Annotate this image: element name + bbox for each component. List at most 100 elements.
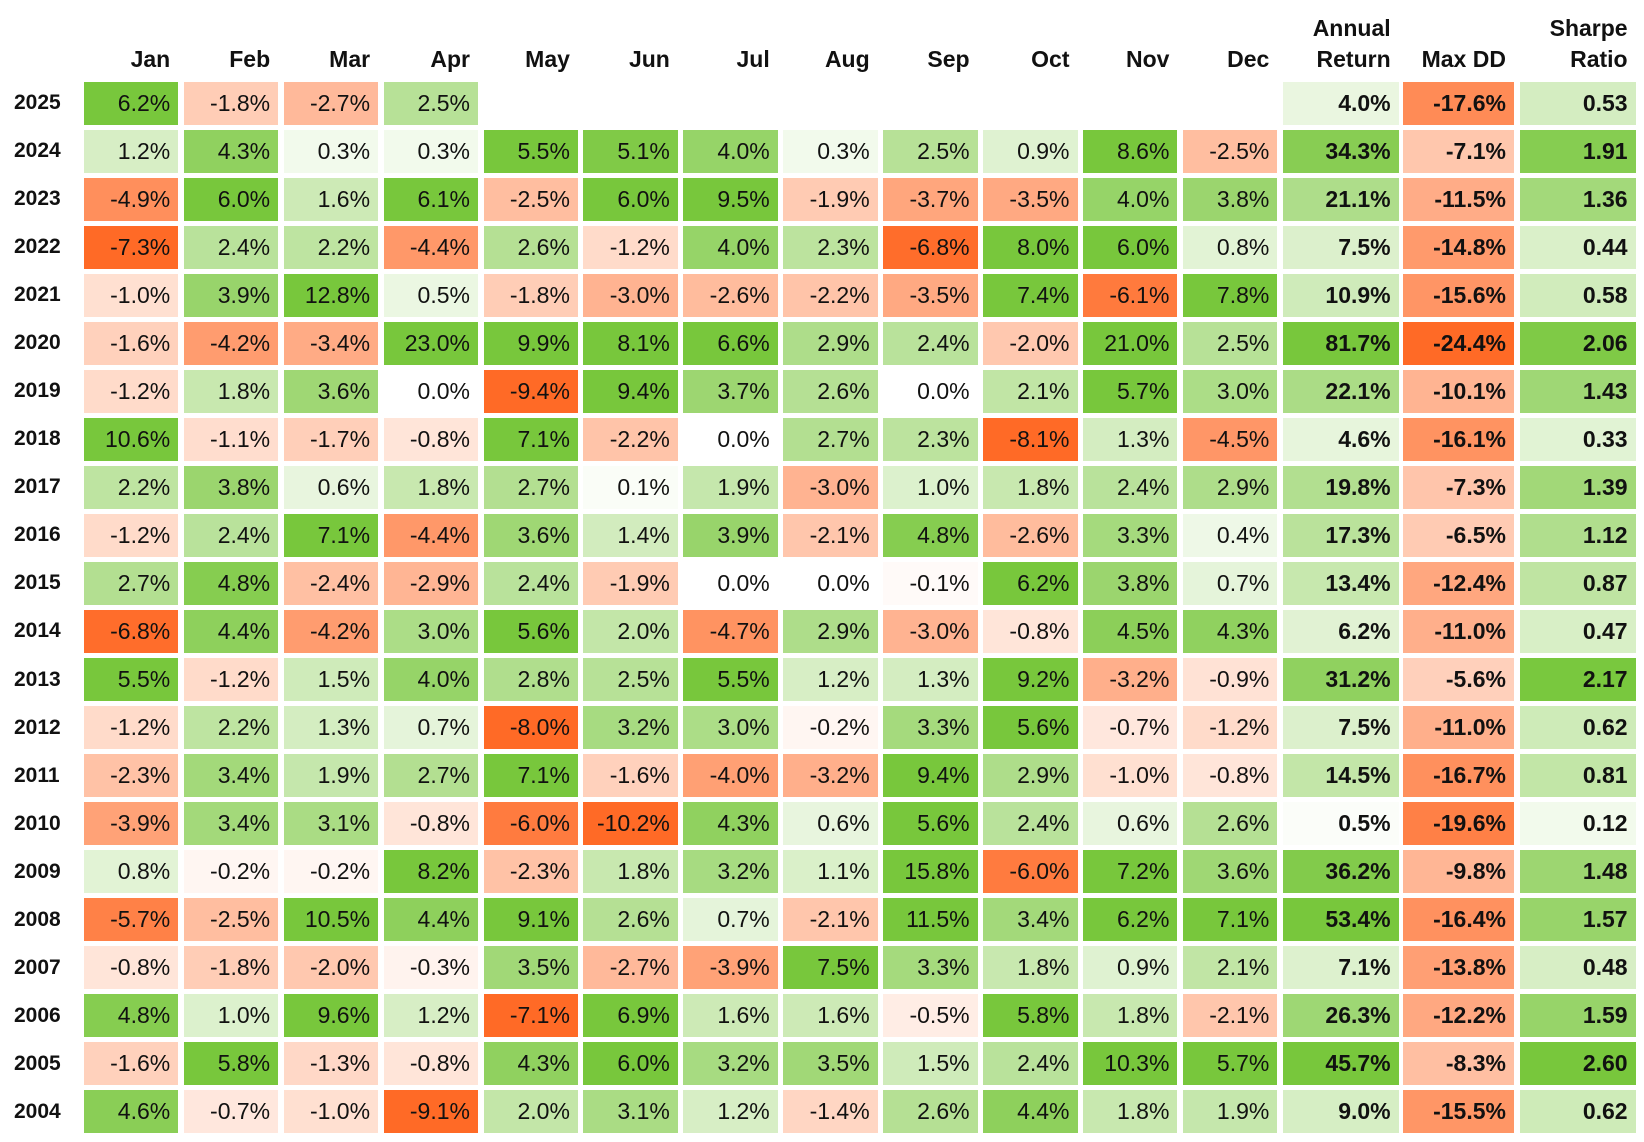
column-header: Annual Return [1312,15,1391,73]
heatmap-cell: 2.5% [1182,321,1278,365]
heatmap-cell: -2.4% [283,561,379,605]
heatmap-cell: 0.0% [883,369,978,413]
heatmap-cell: 1.12 [1520,513,1636,557]
heatmap-cell: 7.5% [783,946,878,990]
heatmap-cell: 14.5% [1283,754,1399,798]
heatmap-cell: -1.1% [183,417,279,461]
heatmap-cell: 6.0% [583,1042,678,1086]
row-label: 2022 [14,235,61,259]
heatmap-cell: -1.2% [83,706,179,750]
heatmap-cell: 1.9% [283,754,379,798]
heatmap-cell: -3.9% [83,802,179,846]
heatmap-cell: 5.6% [883,802,978,846]
heatmap-cell: 21.0% [1083,321,1178,365]
heatmap-cell: 0.47 [1520,609,1636,653]
heatmap-cell: -0.8% [83,946,179,990]
heatmap-cell: -3.9% [683,946,778,990]
heatmap-cell: 0.6% [1083,802,1178,846]
heatmap-cell: 1.57 [1520,898,1636,942]
heatmap-cell: 2.9% [783,321,878,365]
heatmap-cell: 5.8% [983,994,1078,1038]
heatmap-cell: 0.62 [1520,1090,1636,1134]
row-label: 2005 [14,1051,61,1075]
heatmap-cell: 4.8% [883,513,978,557]
heatmap-cell: -4.4% [383,225,478,269]
heatmap-cell: 8.0% [983,225,1078,269]
heatmap-cell: 4.8% [183,561,279,605]
heatmap-cell: -6.0% [983,850,1078,894]
column-header: Nov [1125,46,1170,73]
row-label: 2024 [14,139,61,163]
heatmap-cell: 2.17 [1520,658,1636,701]
heatmap-cell: 7.1% [1182,898,1278,942]
row-label: 2017 [14,475,61,499]
heatmap-cell: 0.8% [83,850,179,894]
heatmap-cell: 1.0% [183,994,279,1038]
heatmap-cell: 1.8% [983,946,1078,990]
column-header: Apr [430,46,470,73]
heatmap-cell: -3.5% [883,273,978,317]
heatmap-cell: 1.5% [883,1042,978,1086]
heatmap-cell: 2.2% [83,465,179,509]
column-header: Jul [736,46,770,73]
heatmap-cell: -15.6% [1402,273,1514,317]
heatmap-cell: -12.4% [1402,561,1514,605]
heatmap-cell: -0.8% [383,1042,478,1086]
column-header: Sep [927,46,970,73]
heatmap-cell: 0.0% [683,561,778,605]
heatmap-cell: 4.0% [1083,177,1178,221]
heatmap-cell: 17.3% [1283,513,1399,557]
heatmap-cell: 1.2% [383,994,478,1038]
heatmap-cell: -1.6% [583,754,678,798]
heatmap-cell: 0.4% [1182,513,1278,557]
heatmap-cell: -2.5% [183,898,279,942]
column-header: May [525,46,570,73]
heatmap-cell: -0.5% [883,994,978,1038]
heatmap-cell: -3.5% [983,177,1078,221]
row-label: 2006 [14,1003,61,1027]
heatmap-cell: 81.7% [1283,321,1399,365]
heatmap-cell: 6.1% [383,177,478,221]
heatmap-cell: 6.2% [1083,898,1178,942]
heatmap-cell: 2.1% [983,369,1078,413]
heatmap-cell: 3.5% [483,946,578,990]
heatmap-cell: 0.7% [683,898,778,942]
heatmap-cell: -1.2% [583,225,678,269]
heatmap-cell: 2.3% [783,225,878,269]
heatmap-cell: 2.7% [783,417,878,461]
column-header: Aug [824,46,870,73]
column-header: Dec [1227,46,1270,73]
heatmap-cell: -1.4% [783,1090,878,1134]
heatmap-cell: 1.6% [283,177,379,221]
row-label: 2018 [14,427,61,451]
heatmap-cell: -1.2% [83,513,179,557]
row-label: 2012 [14,715,61,739]
heatmap-cell: 8.2% [383,850,478,894]
heatmap-cell: -15.5% [1402,1090,1514,1134]
heatmap-cell: 5.6% [483,609,578,653]
heatmap-cell: -0.8% [383,417,478,461]
heatmap-cell: 1.91 [1520,129,1636,173]
heatmap-cell: -1.0% [1083,754,1178,798]
heatmap-cell: 21.1% [1283,177,1399,221]
heatmap-cell: -9.4% [483,369,578,413]
heatmap-cell: 10.5% [283,898,379,942]
heatmap-cell: -0.7% [1083,706,1178,750]
heatmap-cell: 2.6% [1182,802,1278,846]
heatmap-cell: 2.3% [883,417,978,461]
heatmap-cell: 6.0% [583,177,678,221]
heatmap-cell: -2.0% [983,321,1078,365]
heatmap-cell: 0.0% [783,561,878,605]
heatmap-cell: -0.2% [183,850,279,894]
heatmap-cell: 0.7% [1182,561,1278,605]
heatmap-cell: 1.48 [1520,850,1636,894]
row-label: 2010 [14,811,61,835]
heatmap-cell: 3.0% [383,609,478,653]
heatmap-cell: -3.4% [283,321,379,365]
heatmap-cell: 5.5% [483,129,578,173]
heatmap-cell: 3.4% [983,898,1078,942]
heatmap-cell: 1.9% [1182,1090,1278,1134]
row-label: 2015 [14,571,61,595]
heatmap-cell: 4.0% [1283,81,1399,125]
row-label: 2004 [14,1099,61,1123]
